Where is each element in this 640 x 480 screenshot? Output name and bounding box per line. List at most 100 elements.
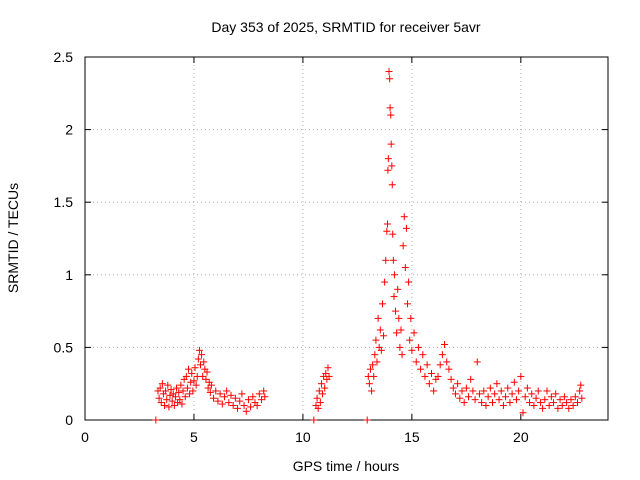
data-point: [366, 365, 374, 373]
data-point: [547, 393, 555, 401]
data-point: [502, 393, 510, 401]
data-point: [156, 384, 164, 392]
data-point: [179, 387, 187, 395]
data-point: [258, 396, 266, 404]
data-point: [182, 372, 190, 380]
data-point: [368, 387, 376, 395]
data-point: [465, 393, 473, 401]
data-point: [387, 140, 395, 148]
data-point: [447, 375, 455, 383]
data-point: [162, 387, 170, 395]
data-point: [499, 401, 507, 409]
data-point: [152, 416, 160, 424]
data-point: [240, 401, 248, 409]
data-point: [161, 401, 169, 409]
data-point: [423, 361, 431, 369]
data-point: [310, 416, 318, 424]
data-point: [398, 351, 406, 359]
data-point: [493, 380, 501, 388]
data-point: [204, 384, 212, 392]
data-point: [247, 403, 255, 411]
data-point: [163, 396, 171, 404]
data-point: [218, 400, 226, 408]
data-point: [192, 381, 200, 389]
data-point: [363, 416, 371, 424]
data-point: [194, 355, 202, 363]
data-point: [430, 387, 438, 395]
data-point: [408, 346, 416, 354]
data-point: [187, 378, 195, 386]
data-point: [425, 380, 433, 388]
data-point: [414, 343, 422, 351]
data-point: [383, 220, 391, 228]
data-point: [406, 336, 414, 344]
data-point: [377, 346, 385, 354]
data-point: [206, 388, 214, 396]
data-point: [550, 399, 558, 407]
data-point: [369, 361, 377, 369]
x-tick-label: 20: [513, 429, 529, 445]
data-point: [175, 388, 183, 396]
data-point: [506, 399, 514, 407]
data-point: [569, 401, 577, 409]
data-point: [539, 404, 547, 412]
data-point: [390, 293, 398, 301]
data-point: [578, 394, 586, 402]
data-point: [427, 370, 435, 378]
y-tick-label: 0: [65, 412, 73, 428]
data-point: [378, 300, 386, 308]
data-point: [532, 394, 540, 402]
data-point: [220, 393, 228, 401]
x-tick-label: 0: [81, 429, 89, 445]
data-point: [486, 384, 494, 392]
data-point: [510, 378, 518, 386]
data-point: [395, 314, 403, 322]
data-point: [480, 387, 488, 395]
data-point: [399, 242, 407, 250]
data-point: [370, 372, 378, 380]
data-point: [171, 393, 179, 401]
data-point: [454, 380, 462, 388]
data-point: [515, 387, 523, 395]
data-point: [536, 399, 544, 407]
data-point: [508, 390, 516, 398]
data-point: [456, 394, 464, 402]
data-point: [401, 264, 409, 272]
data-point: [576, 387, 584, 395]
data-point: [387, 111, 395, 119]
data-point: [177, 381, 185, 389]
data-point: [400, 213, 408, 221]
data-point: [393, 329, 401, 337]
data-point: [475, 390, 483, 398]
data-point: [467, 375, 475, 383]
data-point: [556, 396, 564, 404]
data-point: [317, 380, 325, 388]
data-point: [376, 326, 384, 334]
data-point: [545, 401, 553, 409]
data-point: [388, 181, 396, 189]
data-point: [417, 365, 425, 373]
data-point: [462, 384, 470, 392]
data-point: [436, 361, 444, 369]
data-point: [260, 387, 268, 395]
data-point: [244, 396, 252, 404]
data-point: [321, 384, 329, 392]
data-point: [200, 358, 208, 366]
data-point: [319, 390, 327, 398]
data-point: [410, 329, 418, 337]
data-point: [495, 396, 503, 404]
data-point: [322, 370, 330, 378]
data-point: [458, 387, 466, 395]
data-point: [394, 285, 402, 293]
data-point: [385, 68, 393, 76]
data-point: [471, 396, 479, 404]
data-point: [449, 384, 457, 392]
data-point: [558, 401, 566, 409]
y-tick-label: 1.5: [54, 194, 74, 210]
data-point: [567, 396, 575, 404]
data-point: [214, 397, 222, 405]
y-tick-label: 2.5: [54, 49, 74, 65]
data-point: [443, 358, 451, 366]
data-point: [372, 336, 380, 344]
data-point: [380, 332, 388, 340]
